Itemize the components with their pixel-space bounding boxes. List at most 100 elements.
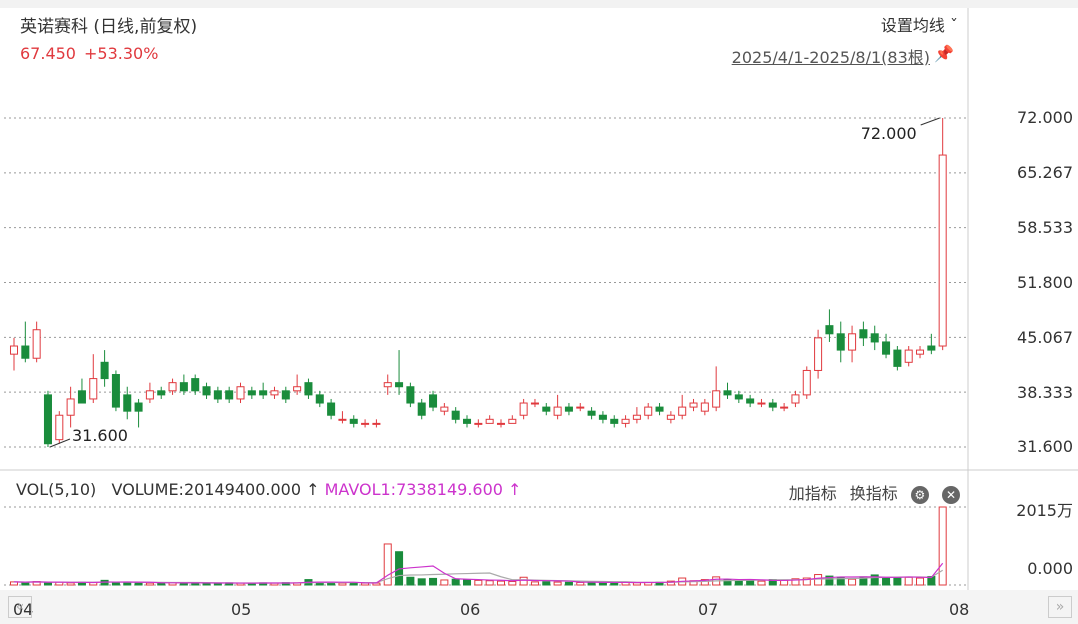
candle-body xyxy=(9,345,19,355)
candle-body xyxy=(587,410,596,416)
candle-body xyxy=(553,406,562,416)
volume-bar xyxy=(848,578,857,586)
candle-body xyxy=(293,386,302,392)
candle-body xyxy=(361,422,370,425)
volume-bar xyxy=(417,578,426,586)
change-percent: +53.30% xyxy=(83,44,159,63)
volume-bar xyxy=(757,580,766,586)
switch-indicator-button[interactable]: 换指标 xyxy=(849,484,898,503)
y-tick-label: 45.067 xyxy=(1017,328,1073,347)
candle-body xyxy=(519,402,528,416)
candle-body xyxy=(825,325,834,335)
candle-body xyxy=(463,418,472,424)
candle-body xyxy=(213,390,222,400)
volume-bar xyxy=(576,581,585,586)
candle-body xyxy=(768,402,777,408)
candle-body xyxy=(757,402,766,405)
candle-body xyxy=(598,414,607,420)
candle-body xyxy=(530,402,539,405)
volume-bar xyxy=(485,580,494,586)
candle-body xyxy=(848,333,857,351)
candle-body xyxy=(168,382,177,392)
ma-setting-button[interactable]: 设置均线 ˇ xyxy=(880,16,958,35)
volume-bar xyxy=(870,574,879,586)
volume-bar xyxy=(802,577,811,586)
volume-bar xyxy=(145,582,154,586)
date-range-link[interactable]: 2025/4/1-2025/8/1(83根) xyxy=(731,48,930,67)
y-tick-label: 72.000 xyxy=(1017,108,1073,127)
low-annotation: 31.600 xyxy=(72,426,128,445)
candle-body xyxy=(632,414,641,420)
candle-body xyxy=(678,406,687,416)
y-tick-label: 51.800 xyxy=(1017,273,1073,292)
volume-bar xyxy=(383,543,392,586)
candle-body xyxy=(123,394,132,412)
volume-bar xyxy=(123,582,132,586)
candle-body xyxy=(100,361,109,380)
mavol-value: MAVOL1:7338149.600 xyxy=(324,480,503,499)
close-icon[interactable]: ✕ xyxy=(942,485,960,504)
volume-bar xyxy=(893,577,902,586)
candle-body xyxy=(270,390,279,396)
candle-body xyxy=(304,382,313,396)
volume-bar xyxy=(666,580,675,586)
high-annotation: 72.000 xyxy=(861,124,917,143)
candle-body xyxy=(157,390,166,396)
candle-body xyxy=(542,406,551,412)
candle-body xyxy=(32,329,41,359)
volume-bar xyxy=(938,506,947,586)
volume-bar xyxy=(598,582,607,586)
volume-bar xyxy=(429,577,438,586)
stock-title: 英诺赛科 (日线,前复权) xyxy=(20,17,198,37)
scroll-right-button[interactable]: » xyxy=(1048,596,1072,618)
candle-body xyxy=(802,369,811,396)
candle-body xyxy=(496,422,505,425)
candle-body xyxy=(870,333,879,343)
volume-bar xyxy=(825,575,834,586)
candle-body xyxy=(485,418,494,424)
candle-body xyxy=(372,422,381,425)
candle-body xyxy=(564,406,573,412)
y-tick-label: 65.267 xyxy=(1017,163,1073,182)
volume-bar xyxy=(349,582,358,586)
candle-body xyxy=(247,390,256,396)
volume-bar xyxy=(553,581,562,586)
volume-bar xyxy=(882,577,891,586)
candle-body xyxy=(417,402,426,416)
y-tick-label: 58.533 xyxy=(1017,218,1073,237)
candle-body xyxy=(882,341,891,355)
volume-bar xyxy=(519,576,528,586)
volume-bar xyxy=(474,579,483,586)
high-annotation-arrow xyxy=(920,117,940,126)
volume-bar xyxy=(508,581,517,586)
volume-bar xyxy=(111,581,120,586)
volume-bar xyxy=(700,579,709,586)
x-tick-label: 08 xyxy=(949,600,970,619)
volume-bar xyxy=(451,578,460,586)
candle-body xyxy=(916,349,925,355)
candle-body xyxy=(938,154,947,347)
candle-body xyxy=(893,349,902,367)
gear-icon[interactable]: ⚙ xyxy=(910,485,929,504)
mavol1-line xyxy=(13,562,944,584)
candle-body xyxy=(406,386,415,404)
scroll-left-button[interactable]: « xyxy=(8,596,32,618)
y-tick-label: 38.333 xyxy=(1017,383,1073,402)
volume-bar xyxy=(780,579,789,586)
candle-body xyxy=(723,390,732,396)
pin-icon[interactable]: 📌 xyxy=(934,44,954,63)
volume-bar xyxy=(916,577,925,586)
volume-bar xyxy=(327,582,336,586)
candle-body xyxy=(111,374,120,408)
candle-body xyxy=(89,378,98,400)
x-tick-label: 04 xyxy=(13,600,34,619)
candle-body xyxy=(780,406,789,409)
candle-body xyxy=(451,410,460,420)
volume-bar xyxy=(496,580,505,586)
volume-bar xyxy=(791,578,800,586)
volume-bar xyxy=(406,576,415,586)
candle-body xyxy=(904,349,913,363)
candle-body xyxy=(508,418,517,424)
volume-tools: 加指标 换指标 ⚙ ✕ xyxy=(781,480,960,504)
add-indicator-button[interactable]: 加指标 xyxy=(788,484,837,503)
